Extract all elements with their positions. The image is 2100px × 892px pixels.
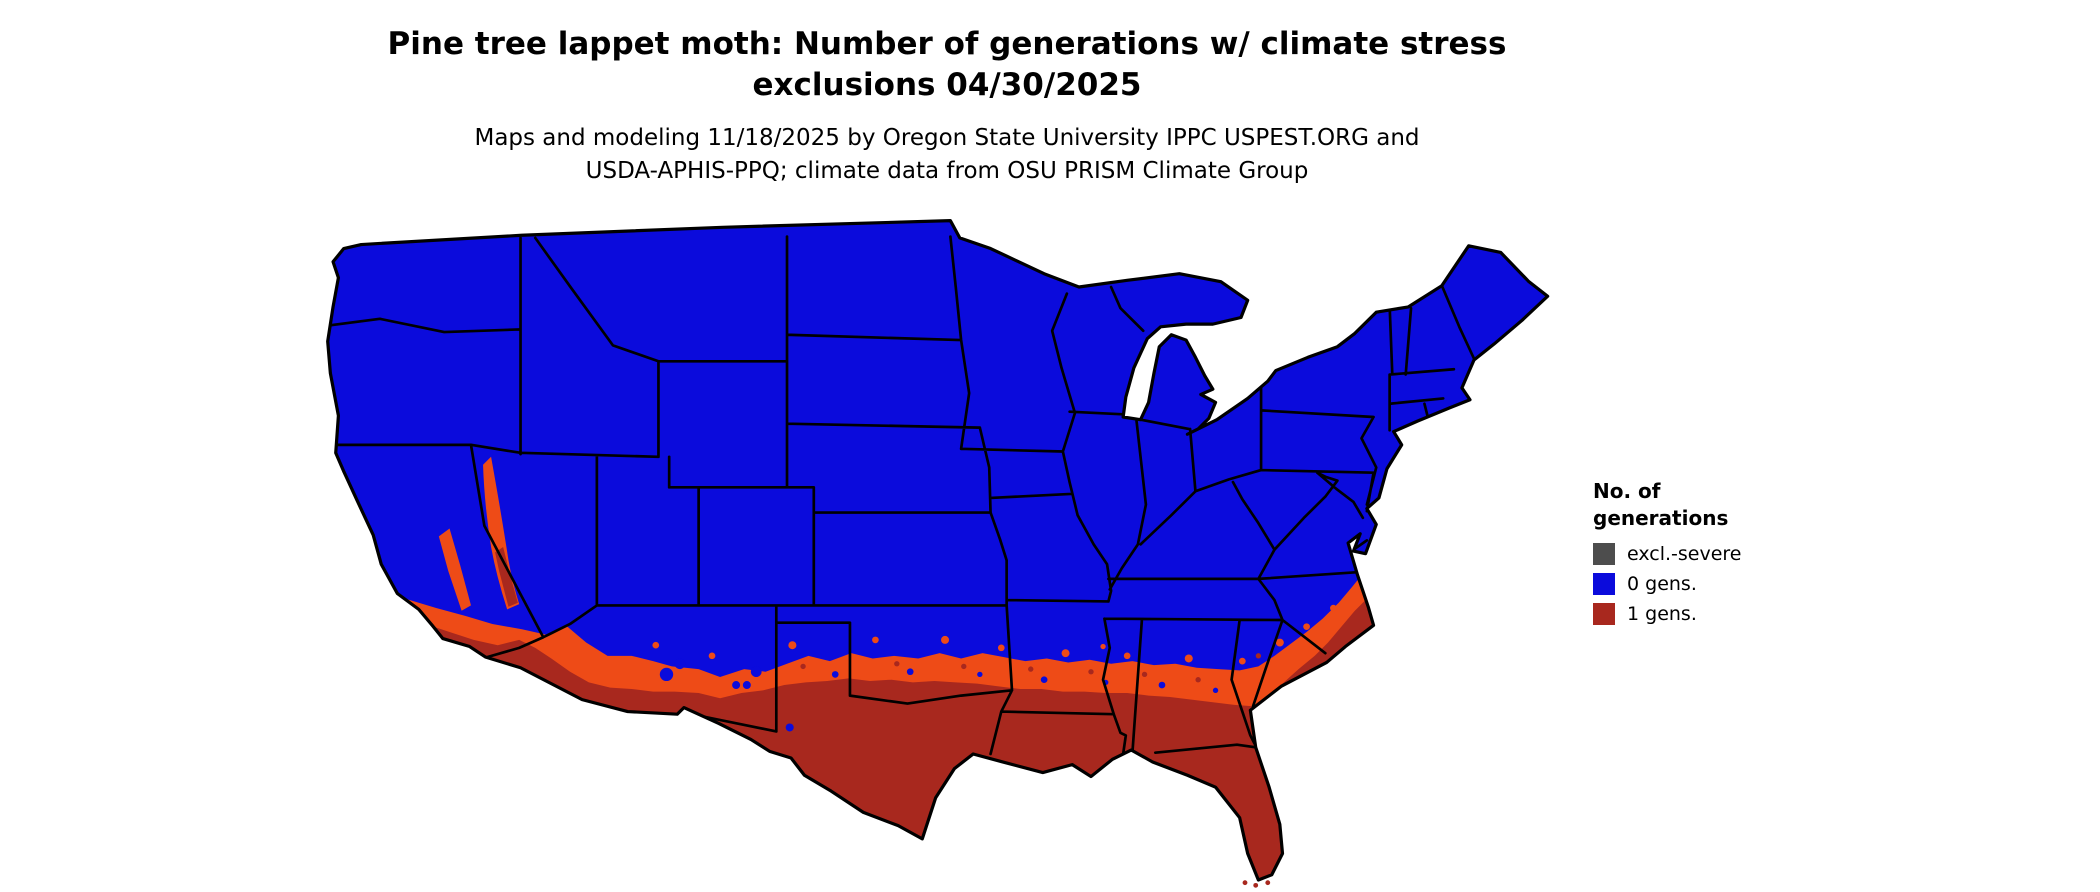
us-map-svg [326,219,1550,888]
map-legend: No. of generations excl.-severe 0 gens. … [1593,478,1853,632]
legend-title-line-1: No. of [1593,479,1661,503]
page-title-line-2: exclusions 04/30/2025 [752,67,1142,103]
legend-title-line-2: generations [1593,506,1729,530]
legend-label-1-gens: 1 gens. [1627,603,1697,625]
california-valley-streak [483,456,520,610]
legend-label-excl-severe: excl.-severe [1627,543,1742,565]
page-title-line-1: Pine tree lappet moth: Number of generat… [387,26,1507,62]
florida-keys [1242,880,1271,888]
legend-swatch-1-gens [1593,603,1615,625]
us-map [321,218,1553,888]
legend-item-0-gens: 0 gens. [1593,572,1853,596]
legend-swatch-excl-severe [1593,543,1615,565]
california-valley-red-streak [495,547,518,607]
legend-swatch-0-gens [1593,573,1615,595]
page-subtitle-line-1: Maps and modeling 11/18/2025 by Oregon S… [474,125,1420,151]
state-borders [327,235,1476,756]
legend-label-0-gens: 0 gens. [1627,573,1697,595]
page-title: Pine tree lappet moth: Number of generat… [0,24,1894,106]
transition-speckles [652,553,1370,665]
legend-item-excl-severe: excl.-severe [1593,542,1853,566]
legend-item-1-gens: 1 gens. [1593,602,1853,626]
california-coast-streak [438,528,471,611]
page-subtitle: Maps and modeling 11/18/2025 by Oregon S… [0,122,1894,188]
cool-pocket-speckles [659,658,1219,732]
page-subtitle-line-2: USDA-APHIS-PPQ; climate data from OSU PR… [585,158,1309,184]
us-outline [326,219,1550,882]
legend-title: No. of generations [1593,478,1853,532]
